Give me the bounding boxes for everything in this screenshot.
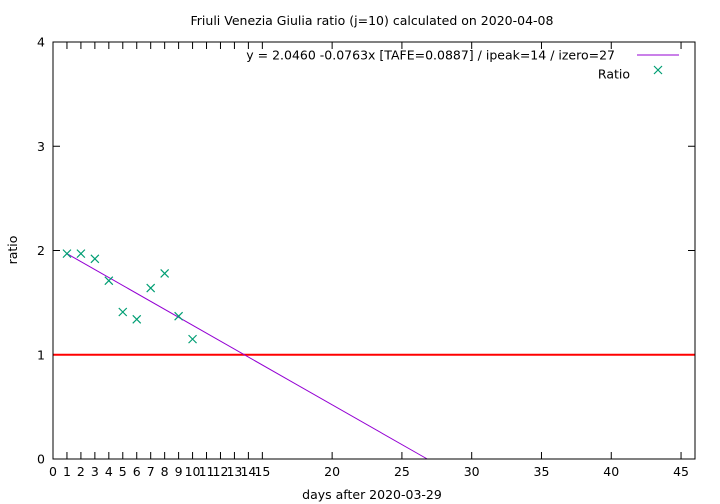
- legend-label-fit: y = 2.0460 -0.0763x [TAFE=0.0887] / ipea…: [246, 48, 615, 63]
- x-tick-label: 6: [133, 464, 141, 479]
- data-point: [146, 283, 156, 293]
- x-tick-label: 12: [213, 464, 229, 479]
- y-tick-label: 3: [37, 139, 45, 154]
- data-point: [160, 269, 170, 278]
- data-point: [174, 311, 184, 321]
- x-tick-label: 5: [119, 464, 127, 479]
- chart-title: Friuli Venezia Giulia ratio (j=10) calcu…: [191, 13, 554, 28]
- x-tick-label: 7: [147, 464, 155, 479]
- x-tick-label: 9: [175, 464, 183, 479]
- y-tick-label: 2: [37, 243, 45, 258]
- x-axis-label: days after 2020-03-29: [302, 487, 442, 502]
- data-point: [90, 254, 100, 264]
- data-point: [132, 314, 142, 324]
- x-tick-label: 1: [63, 464, 71, 479]
- x-tick-label: 40: [603, 464, 619, 479]
- x-tick-label: 4: [105, 464, 113, 479]
- x-tick-label: 45: [673, 464, 689, 479]
- y-tick-label: 0: [37, 452, 45, 467]
- x-tick-label: 20: [324, 464, 340, 479]
- x-tick-label: 0: [49, 464, 57, 479]
- legend: y = 2.0460 -0.0763x [TAFE=0.0887] / ipea…: [246, 48, 679, 82]
- data-point: [62, 249, 72, 259]
- x-tick-label: 15: [254, 464, 270, 479]
- x-tick-label: 30: [464, 464, 480, 479]
- y-axis-label: ratio: [5, 236, 20, 265]
- fit-line: [66, 253, 428, 460]
- x-tick-label: 13: [226, 464, 242, 479]
- data-point: [118, 307, 128, 317]
- data-point: [76, 249, 86, 259]
- y-tick-label: 4: [37, 35, 45, 50]
- legend-label-ratio: Ratio: [598, 67, 630, 82]
- x-tick-label: 25: [394, 464, 410, 479]
- plot-marks: [53, 249, 695, 460]
- plot-border: [52, 41, 696, 460]
- y-tick-label: 1: [37, 347, 45, 362]
- data-point: [188, 334, 197, 344]
- x-tick-label: 14: [240, 464, 256, 479]
- x-tick-label: 3: [91, 464, 99, 479]
- x-tick-label: 11: [199, 464, 215, 479]
- legend-swatch-ratio: [653, 65, 663, 75]
- x-tick-label: 10: [185, 464, 201, 479]
- x-tick-label: 8: [161, 464, 169, 479]
- data-point: [104, 276, 114, 286]
- x-tick-label: 35: [534, 464, 550, 479]
- x-tick-label: 2: [77, 464, 85, 479]
